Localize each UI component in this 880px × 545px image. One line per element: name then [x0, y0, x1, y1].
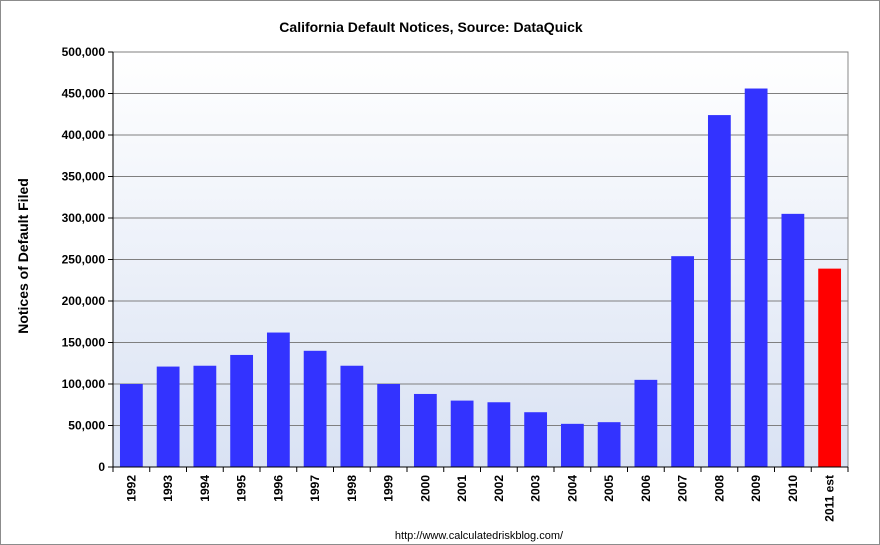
x-tick-label: 1992 — [124, 475, 138, 502]
y-tick-label: 450,000 — [62, 87, 106, 101]
bar-1994 — [193, 365, 217, 467]
x-tick-label: 2001 — [455, 475, 469, 502]
bar-2006 — [634, 379, 658, 467]
x-tick-label: 2011 est — [823, 475, 837, 522]
y-tick-labels: 0 50,000 100,000 150,000 200,000 250,000 300,0… — [62, 45, 106, 474]
bar-2005 — [597, 422, 621, 467]
bars — [119, 88, 842, 468]
bar-2000 — [413, 393, 437, 467]
source-url: http://www.calculatedriskblog.com/ — [395, 530, 564, 542]
bar-1997 — [303, 350, 327, 467]
x-tick-label: 1995 — [235, 475, 249, 502]
bar-1998 — [340, 365, 364, 467]
y-tick-label: 250,000 — [62, 253, 106, 267]
x-tick-label: 2003 — [529, 475, 543, 502]
x-tick-label: 2005 — [602, 475, 616, 502]
bar-1996 — [266, 332, 290, 467]
y-tick-label: 400,000 — [62, 128, 106, 142]
bar-2003 — [524, 412, 548, 467]
x-tick-label: 2009 — [749, 475, 763, 502]
y-tick-label: 0 — [98, 460, 105, 474]
x-tick-label: 1993 — [161, 475, 175, 502]
x-tick-label: 2004 — [565, 475, 579, 502]
bar-1999 — [377, 384, 401, 467]
y-tick-label: 300,000 — [62, 211, 106, 225]
bar-1992 — [119, 384, 143, 467]
x-tick-label: 1996 — [271, 475, 285, 502]
y-tick-label: 350,000 — [62, 170, 106, 184]
y-tick-label: 200,000 — [62, 294, 106, 308]
bar-1993 — [156, 366, 180, 467]
x-tick-label: 2008 — [712, 475, 726, 502]
bar-2011-est — [818, 268, 842, 467]
bar-2001 — [450, 400, 474, 467]
bar-1995 — [230, 354, 254, 467]
x-tick-label: 2000 — [418, 475, 432, 502]
x-tick-label: 1998 — [345, 475, 359, 502]
chart-title: California Default Notices, Source: Data… — [279, 19, 583, 35]
x-tick-label: 1994 — [198, 475, 212, 502]
x-tick-label: 1997 — [308, 475, 322, 502]
x-tick-label: 2010 — [786, 475, 800, 502]
y-tick-label: 50,000 — [68, 419, 105, 433]
bar-2010 — [781, 213, 805, 467]
x-tick-label: 1999 — [382, 475, 396, 502]
x-tick-label: 2006 — [639, 475, 653, 502]
y-axis-title: Notices of Default Filed — [15, 178, 31, 334]
bar-2004 — [560, 423, 584, 467]
y-tick-label: 100,000 — [62, 377, 106, 391]
bar-2007 — [671, 256, 695, 467]
y-tick-label: 150,000 — [62, 336, 106, 350]
bar-2009 — [744, 88, 768, 468]
x-tick-label: 2002 — [492, 475, 506, 502]
x-tick-label: 2007 — [676, 475, 690, 502]
axes — [108, 51, 849, 472]
x-tick-labels: 1992 1993 1994 1995 1996 1997 1998 1999 2000 2001… — [124, 475, 836, 522]
y-tick-label: 500,000 — [62, 45, 106, 59]
bar-2008 — [707, 115, 731, 467]
bar-2002 — [487, 402, 511, 467]
